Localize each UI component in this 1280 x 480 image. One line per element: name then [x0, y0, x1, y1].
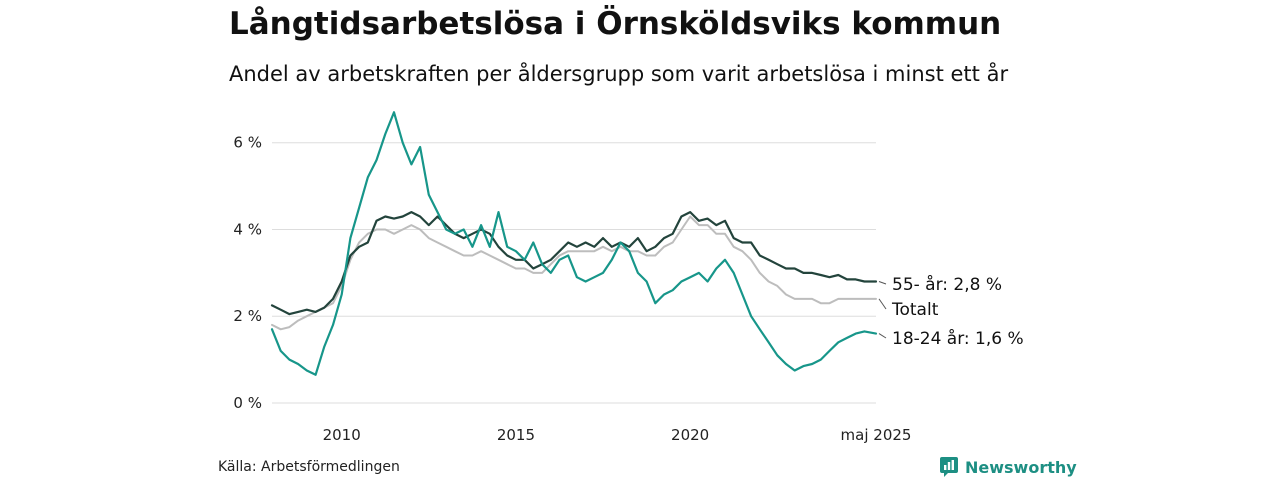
end-label-totalt: Totalt [891, 300, 939, 320]
end-label-18-24-r: 18-24 år: 1,6 % [892, 328, 1024, 349]
chart-title: Långtidsarbetslösa i Örnsköldsviks kommu… [229, 6, 1002, 42]
x-tick-label-1: 2015 [497, 426, 535, 444]
series-line-55-r [270, 211, 878, 316]
end-label-leader-55-r [878, 281, 887, 285]
y-tick-label-3: 6 % [233, 134, 262, 152]
x-tick-label-2: 2020 [671, 426, 709, 444]
source-note: Källa: Arbetsförmedlingen [218, 459, 400, 475]
end-label-leader-18-24-r [878, 333, 887, 339]
end-label-leader-totalt [878, 298, 887, 310]
grid-lines [272, 142, 876, 404]
x-axis-ticks: 2010 2015 2020 maj 2025 [323, 426, 912, 444]
brand-name: Newsworthy [965, 457, 1077, 477]
y-tick-label-1: 2 % [233, 307, 262, 325]
brand-logo: Newsworthy [939, 456, 1077, 478]
x-tick-label-0: 2010 [323, 426, 361, 444]
end-label-55-r: 55- år: 2,8 % [892, 274, 1002, 295]
y-axis-ticks: 0 % 2 % 4 % 6 % [233, 134, 262, 412]
chart-subtitle: Andel av arbetskraften per åldersgrupp s… [229, 62, 1009, 86]
x-tick-label-3: maj 2025 [841, 426, 912, 444]
newsworthy-logo-icon [940, 457, 958, 477]
y-tick-label-0: 0 % [233, 394, 262, 412]
series-end-labels: 18-24 år: 1,6 % 55- år: 2,8 % Totalt [878, 274, 1024, 349]
series-line-18-24-r [270, 111, 878, 376]
series-lines [270, 111, 878, 376]
y-tick-label-2: 4 % [233, 220, 262, 238]
